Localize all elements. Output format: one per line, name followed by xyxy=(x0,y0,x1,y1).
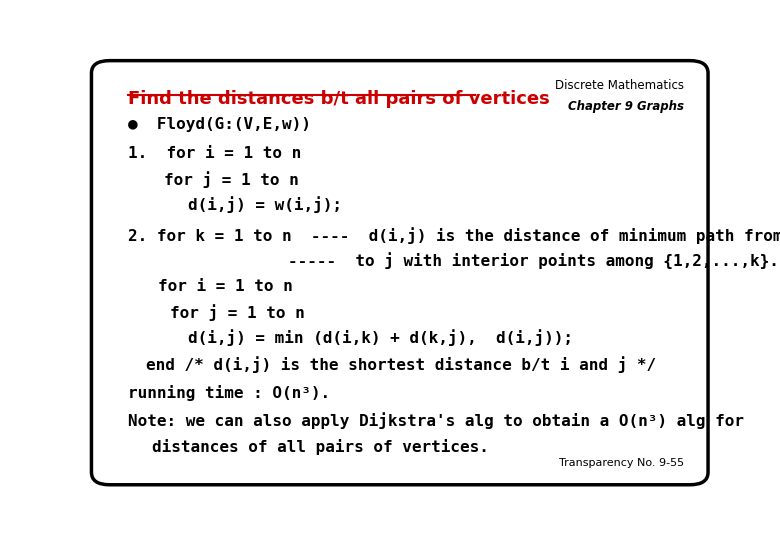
Text: end /* d(i,j) is the shortest distance b/t i and j */: end /* d(i,j) is the shortest distance b… xyxy=(146,356,656,373)
Text: for j = 1 to n: for j = 1 to n xyxy=(164,171,299,188)
Text: d(i,j) = min (d(i,k) + d(k,j),  d(i,j));: d(i,j) = min (d(i,k) + d(k,j), d(i,j)); xyxy=(188,329,573,346)
Text: 1.  for i = 1 to n: 1. for i = 1 to n xyxy=(128,146,301,161)
FancyBboxPatch shape xyxy=(91,60,708,485)
Text: running time : O(n³).: running time : O(n³). xyxy=(128,385,330,401)
Text: for j = 1 to n: for j = 1 to n xyxy=(170,304,305,321)
Text: -----  to j with interior points among {1,2,...,k}.: ----- to j with interior points among {1… xyxy=(288,252,778,269)
Text: Find the distances b/t all pairs of vertices: Find the distances b/t all pairs of vert… xyxy=(128,90,549,108)
Text: 2. for k = 1 to n  ----  d(i,j) is the distance of minimum path from i: 2. for k = 1 to n ---- d(i,j) is the dis… xyxy=(128,227,780,244)
Text: d(i,j) = w(i,j);: d(i,j) = w(i,j); xyxy=(188,196,342,213)
Text: for i = 1 to n: for i = 1 to n xyxy=(158,279,292,294)
Text: ●  Floyd(G:(V,E,w)): ● Floyd(G:(V,E,w)) xyxy=(128,117,310,132)
Text: Note: we can also apply Dijkstra's alg to obtain a O(n³) alg for: Note: we can also apply Dijkstra's alg t… xyxy=(128,412,743,429)
Text: distances of all pairs of vertices.: distances of all pairs of vertices. xyxy=(152,439,489,455)
Text: Transparency No. 9-55: Transparency No. 9-55 xyxy=(558,458,684,468)
Text: Chapter 9 Graphs: Chapter 9 Graphs xyxy=(568,100,684,113)
Text: Discrete Mathematics: Discrete Mathematics xyxy=(555,79,684,92)
